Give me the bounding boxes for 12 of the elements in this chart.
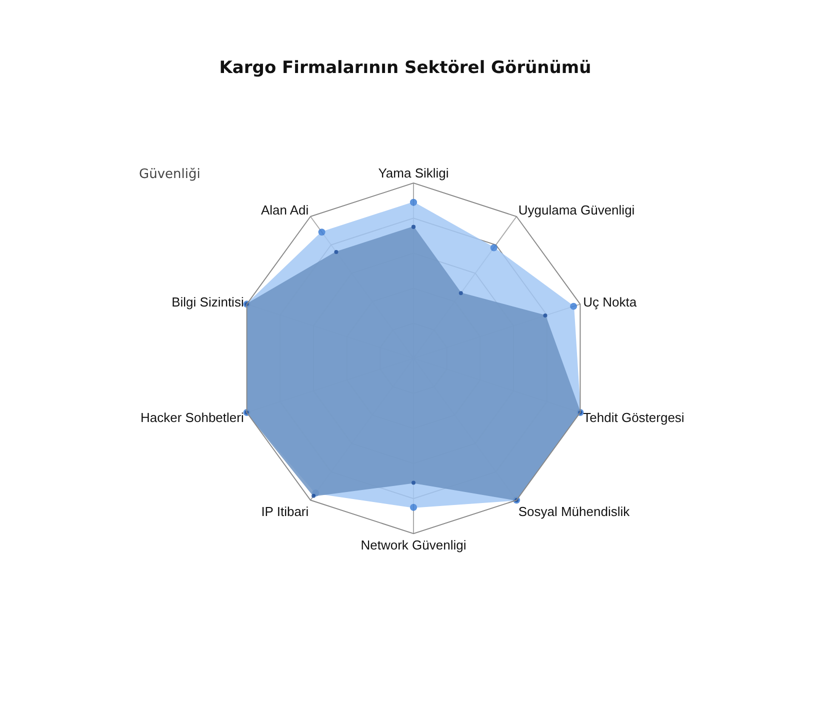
- spoke-label: Bilgi Sizintisi: [172, 294, 244, 310]
- spoke-label: Yama Sikligi: [378, 165, 449, 180]
- spoke-label: Hacker Sohbetleri: [140, 410, 244, 425]
- spoke-label: IP Itibari: [261, 504, 309, 519]
- text: Güvenliği: [139, 167, 200, 182]
- spoke-label: Sosyal Mühendislik: [518, 504, 630, 519]
- spoke-label: Tehdit Göstergesi: [583, 410, 684, 425]
- spoke-label: Network Güvenligi: [360, 538, 466, 553]
- spoke-label: Alan Adi: [260, 202, 309, 218]
- chart-title: Kargo Firmalarının Sektörel Görünümü: [219, 58, 592, 78]
- spoke-label: Uygulama Güvenligi: [518, 202, 635, 218]
- spoke-label: Uç Nokta: [583, 294, 638, 310]
